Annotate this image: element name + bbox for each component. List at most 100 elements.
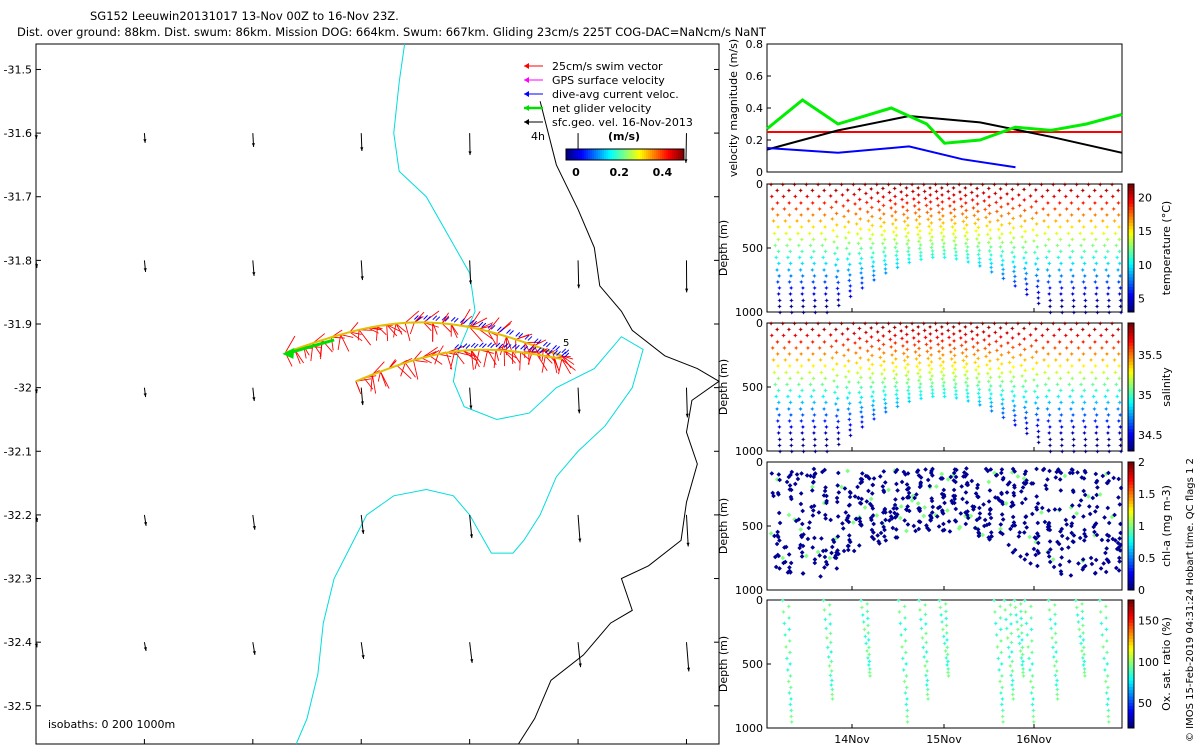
sample-marker: ✦ bbox=[1051, 332, 1057, 340]
sample-marker: ✦ bbox=[833, 337, 839, 345]
sample-marker: ◆ bbox=[1059, 554, 1064, 561]
sample-marker: ✦ bbox=[988, 391, 994, 399]
sample-marker: ✦ bbox=[903, 638, 909, 646]
sample-marker: ✦ bbox=[999, 684, 1005, 692]
sample-marker: ✦ bbox=[953, 373, 959, 381]
sample-marker: ✦ bbox=[1046, 430, 1052, 438]
sample-marker: ✦ bbox=[863, 190, 869, 198]
sample-marker: ◆ bbox=[1095, 478, 1100, 485]
sample-marker: ✦ bbox=[976, 251, 982, 259]
sample-marker: ✦ bbox=[998, 185, 1004, 193]
sample-marker: ✦ bbox=[948, 348, 954, 356]
sample-marker: ✦ bbox=[919, 625, 925, 633]
sample-marker: ✦ bbox=[1039, 193, 1045, 201]
sample-marker: ◆ bbox=[898, 515, 903, 522]
sample-marker: ✦ bbox=[1015, 626, 1021, 634]
sample-marker: ✦ bbox=[1077, 369, 1083, 377]
sample-marker: ✦ bbox=[904, 200, 910, 208]
sample-marker: ✦ bbox=[835, 395, 841, 403]
sample-marker: ✦ bbox=[972, 220, 978, 228]
sample-marker: ✦ bbox=[1057, 363, 1063, 371]
depth-tick-label: 500 bbox=[742, 242, 763, 255]
sample-marker: ✦ bbox=[999, 262, 1005, 270]
sample-marker: ◆ bbox=[824, 547, 829, 554]
sample-marker: ✦ bbox=[787, 224, 793, 232]
sample-marker: ✦ bbox=[981, 189, 987, 197]
panel-colorbar-cell bbox=[1128, 696, 1134, 700]
sample-marker: ✦ bbox=[882, 244, 888, 252]
sample-marker: ✦ bbox=[918, 388, 924, 396]
current-arrowhead bbox=[143, 139, 147, 143]
map-y-tick-label: -32.5 bbox=[4, 700, 32, 713]
sample-marker: ◆ bbox=[1034, 465, 1039, 472]
sample-marker: ✦ bbox=[808, 242, 814, 250]
sample-marker: ✦ bbox=[810, 279, 816, 287]
sample-marker: ✦ bbox=[839, 320, 845, 328]
sample-marker: ◆ bbox=[1012, 482, 1017, 489]
sample-marker: ✦ bbox=[877, 354, 883, 362]
panel-colorbar-tick-label: 0.5 bbox=[1138, 552, 1156, 565]
swim-vector bbox=[358, 329, 372, 346]
sample-marker: ✦ bbox=[822, 224, 828, 232]
sample-marker: ◆ bbox=[775, 476, 780, 483]
sample-marker: ✦ bbox=[834, 360, 840, 368]
sample-marker: ◆ bbox=[1075, 469, 1080, 476]
sample-marker: ✦ bbox=[994, 347, 1000, 355]
sample-marker: ✦ bbox=[846, 368, 852, 376]
sample-marker: ✦ bbox=[846, 218, 852, 226]
sample-marker: ✦ bbox=[1071, 309, 1077, 317]
sample-marker: ✦ bbox=[1012, 283, 1018, 291]
sample-marker: ◆ bbox=[929, 513, 934, 520]
swim-vector bbox=[414, 311, 425, 323]
sample-marker: ✦ bbox=[912, 202, 918, 210]
sample-marker: ✦ bbox=[887, 328, 893, 336]
sample-marker: ✦ bbox=[882, 392, 888, 400]
panel-colorbar-cell bbox=[1128, 545, 1134, 549]
sample-marker: ✦ bbox=[1024, 425, 1030, 433]
panel-colorbar-cell bbox=[1128, 471, 1134, 476]
current-vector bbox=[426, 316, 431, 321]
sample-marker: ✦ bbox=[1020, 665, 1026, 673]
sample-marker: ✦ bbox=[1042, 230, 1048, 238]
sample-marker: ◆ bbox=[1081, 488, 1086, 495]
sample-marker: ✦ bbox=[1094, 436, 1100, 444]
sample-marker: ✦ bbox=[1017, 341, 1023, 349]
sample-marker: ✦ bbox=[930, 393, 936, 401]
current-arrowhead bbox=[34, 135, 38, 139]
sample-marker: ✦ bbox=[992, 609, 998, 617]
sample-marker: ✦ bbox=[1092, 199, 1098, 207]
sample-marker: ✦ bbox=[916, 213, 922, 221]
sample-marker: ✦ bbox=[996, 666, 1002, 674]
panel-colorbar-cell bbox=[1128, 212, 1134, 217]
sample-marker: ✦ bbox=[935, 202, 941, 210]
sample-marker: ◆ bbox=[869, 517, 874, 524]
sample-marker: ✦ bbox=[1043, 381, 1049, 389]
sample-marker: ◆ bbox=[1051, 556, 1056, 563]
sample-marker: ◆ bbox=[1083, 533, 1088, 540]
sample-marker: ✦ bbox=[989, 268, 995, 276]
sample-marker: ✦ bbox=[1081, 644, 1087, 652]
sample-marker: ✦ bbox=[1010, 205, 1016, 213]
sample-marker: ✦ bbox=[1079, 393, 1085, 401]
sample-marker: ✦ bbox=[1082, 291, 1088, 299]
panel-colorbar-cell bbox=[1128, 657, 1134, 662]
sample-marker: ✦ bbox=[902, 626, 908, 634]
sample-marker: ✦ bbox=[1000, 695, 1006, 703]
sample-marker: ◆ bbox=[1010, 499, 1015, 506]
sample-marker: ✦ bbox=[987, 386, 993, 394]
sample-marker: ◆ bbox=[807, 524, 812, 531]
sample-marker: ✦ bbox=[823, 248, 829, 256]
sample-marker: ✦ bbox=[1069, 350, 1075, 358]
sample-marker: ✦ bbox=[869, 254, 875, 262]
current-arrowhead bbox=[361, 655, 365, 659]
sample-marker: ✦ bbox=[1000, 257, 1006, 265]
sample-marker: ◆ bbox=[1105, 556, 1110, 563]
sample-marker: ✦ bbox=[1052, 620, 1058, 628]
sample-marker: ✦ bbox=[965, 251, 971, 259]
sample-marker: ◆ bbox=[1088, 511, 1093, 518]
sample-marker: ◆ bbox=[1116, 539, 1121, 546]
sample-marker: ✦ bbox=[795, 230, 801, 238]
sample-marker: ◆ bbox=[1053, 474, 1058, 481]
sample-marker: ◆ bbox=[1034, 538, 1039, 545]
legend-swatch-head bbox=[524, 119, 529, 125]
